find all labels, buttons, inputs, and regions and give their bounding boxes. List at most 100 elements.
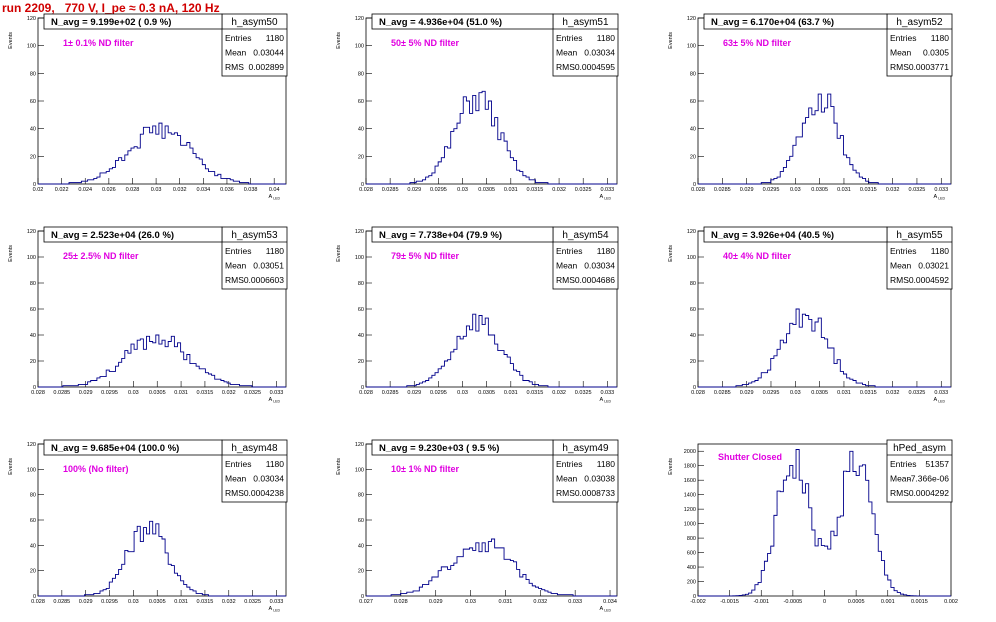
stats-label: Mean — [225, 474, 247, 484]
x-tick-label: 0.0295 — [430, 390, 447, 396]
stats-label: Entries — [225, 459, 251, 469]
y-tick-label: 40 — [690, 333, 696, 339]
x-tick-label: 0.033 — [934, 390, 948, 396]
header-box — [371, 226, 554, 243]
y-tick-label: 0 — [693, 182, 696, 188]
stats-value: 0.03044 — [253, 48, 284, 58]
y-tick-label: 60 — [30, 307, 36, 313]
histogram-h_asym51: 0 20 40 60 80 100 120 Events 0.028 0.0285 0.029 0.0… — [336, 13, 619, 201]
y-tick-label: 0 — [361, 385, 364, 391]
x-tick-label: 0.031 — [837, 390, 851, 396]
x-tick-label: 0.03 — [457, 187, 468, 193]
x-tick-label: 0.0295 — [763, 390, 780, 396]
x-tick-label: 0.002 — [944, 599, 958, 605]
stats-label: RMS — [890, 488, 909, 498]
y-tick-label: 80 — [358, 281, 364, 287]
header-box — [43, 439, 223, 456]
stats-title: h_asym49 — [562, 443, 609, 454]
x-tick-label: 0.038 — [244, 187, 258, 193]
x-tick-label: 0.028 — [31, 390, 45, 396]
y-tick-label: 120 — [355, 229, 364, 235]
header-box — [371, 13, 554, 30]
stats-box — [552, 226, 619, 290]
y-tick-label: 120 — [355, 16, 364, 22]
x-tick-label: 0.0295 — [101, 390, 118, 396]
stats-label: RMS — [890, 275, 909, 285]
x-tick-label: 0.033 — [600, 390, 614, 396]
x-tick-label: 0.032 — [886, 390, 900, 396]
stats-value: -7.366e-06 — [908, 474, 949, 484]
x-tick-label: 0.0315 — [527, 187, 544, 193]
annotation-text: Shutter Closed — [718, 452, 782, 462]
y-tick-label: 40 — [30, 543, 36, 549]
y-tick-label: 20 — [690, 359, 696, 365]
stats-value: 1180 — [266, 246, 285, 256]
y-tick-label: 800 — [687, 536, 696, 542]
stats-value: 1180 — [597, 246, 616, 256]
y-tick-label: 20 — [30, 154, 36, 160]
x-tick-label: 0.024 — [78, 187, 92, 193]
header-box — [703, 226, 888, 243]
y-tick-label: 40 — [30, 333, 36, 339]
y-tick-label: 100 — [27, 467, 36, 473]
x-tick-label: 0.032 — [552, 390, 566, 396]
stats-value: 1180 — [597, 33, 616, 43]
stats-value: 0.03051 — [253, 261, 284, 271]
x-tick-label: 0.0285 — [382, 390, 399, 396]
annotation-text: 63± 5% ND filter — [723, 38, 791, 48]
stats-value: 0.03038 — [584, 474, 615, 484]
stats-box — [552, 13, 619, 77]
header-text: N_avg = 2.523e+04 (26.0 %) — [51, 230, 174, 241]
x-tick-label: 0.0295 — [101, 599, 118, 605]
stats-title: h_asym54 — [562, 230, 609, 241]
x-tick-label: 0.031 — [504, 187, 518, 193]
histogram-curve — [698, 449, 951, 597]
y-tick-label: 100 — [687, 255, 696, 261]
x-tick-label: -0.0015 — [720, 599, 739, 605]
stats-value: 0.0004686 — [575, 275, 615, 285]
stats-label: Entries — [225, 246, 251, 256]
x-tick-label: 0.03 — [128, 599, 139, 605]
x-axis-label: A LED — [600, 397, 612, 404]
histogram-h_asym53: 0 20 40 60 80 100 120 Events 0.028 0.0285 0.029 0.0… — [8, 226, 288, 404]
y-tick-label: 120 — [687, 16, 696, 22]
y-tick-label: 20 — [358, 154, 364, 160]
y-tick-label: 600 — [687, 551, 696, 557]
x-axis-label: A LED — [934, 397, 946, 404]
stats-label: Mean — [556, 261, 578, 271]
x-tick-label: 0.0295 — [430, 187, 447, 193]
header-text: N_avg = 4.936e+04 (51.0 %) — [379, 17, 502, 28]
y-axis-label: Events — [336, 32, 342, 49]
x-tick-label: 0.033 — [600, 187, 614, 193]
y-tick-label: 400 — [687, 565, 696, 571]
x-tick-label: 0.0315 — [197, 599, 214, 605]
y-tick-label: 60 — [30, 518, 36, 524]
y-tick-label: 100 — [355, 44, 364, 50]
histogram-curve — [38, 520, 286, 597]
x-tick-label: 0.031 — [174, 599, 188, 605]
y-tick-label: 60 — [690, 99, 696, 105]
y-axis-label: Events — [668, 32, 674, 49]
annotation-text: 79± 5% ND filter — [391, 251, 459, 261]
histogram-h_asym52: 0 20 40 60 80 100 120 Events 0.028 0.0285 0.029 0.0… — [668, 13, 953, 201]
y-tick-label: 20 — [690, 154, 696, 160]
y-tick-label: 80 — [690, 71, 696, 77]
histogram-curve — [38, 122, 286, 185]
stats-label: Mean — [225, 48, 247, 58]
stats-value: 1180 — [931, 33, 950, 43]
stats-box — [552, 439, 619, 503]
histogram-curve — [366, 313, 617, 388]
histogram-h_asym49: 0 20 40 60 80 100 120 Events 0.027 0.028 0.029 0.03… — [336, 439, 619, 613]
x-tick-label: 0.032 — [886, 187, 900, 193]
x-tick-label: 0.0305 — [149, 599, 166, 605]
run-title: run 2209, 770 V, I_pe ≈ 0.3 nA, 120 Hz — [2, 1, 220, 15]
x-tick-label: 0.029 — [740, 187, 754, 193]
y-tick-label: 20 — [358, 359, 364, 365]
x-tick-label: 0.034 — [196, 187, 210, 193]
histogram-curve — [38, 334, 286, 388]
x-tick-label: 0.0315 — [860, 187, 877, 193]
stats-label: Mean — [556, 48, 578, 58]
x-tick-label: 0.032 — [533, 599, 547, 605]
histogram-h_asym50: 0 20 40 60 80 100 120 Events 0.02 0.022 0.024 0.026… — [8, 13, 288, 201]
header-box — [43, 13, 223, 30]
